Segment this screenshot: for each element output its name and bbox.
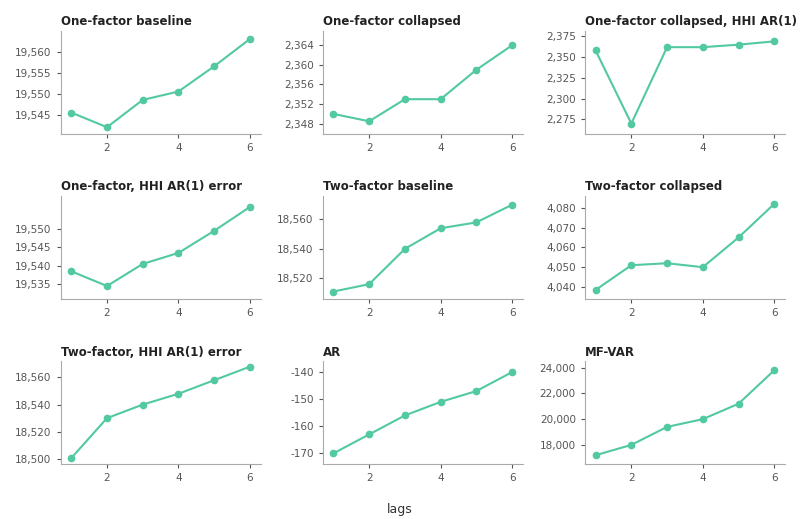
- Text: One-factor collapsed: One-factor collapsed: [322, 15, 461, 28]
- Text: One-factor baseline: One-factor baseline: [61, 15, 191, 28]
- Text: Two-factor, HHI AR(1) error: Two-factor, HHI AR(1) error: [61, 346, 241, 359]
- Text: AR: AR: [322, 346, 341, 359]
- Text: One-factor collapsed, HHI AR(1) error: One-factor collapsed, HHI AR(1) error: [585, 15, 800, 28]
- Text: One-factor, HHI AR(1) error: One-factor, HHI AR(1) error: [61, 180, 242, 194]
- Text: Two-factor baseline: Two-factor baseline: [322, 180, 453, 194]
- Text: MF-VAR: MF-VAR: [585, 346, 635, 359]
- Text: lags: lags: [387, 503, 413, 516]
- Text: Two-factor collapsed: Two-factor collapsed: [585, 180, 722, 194]
